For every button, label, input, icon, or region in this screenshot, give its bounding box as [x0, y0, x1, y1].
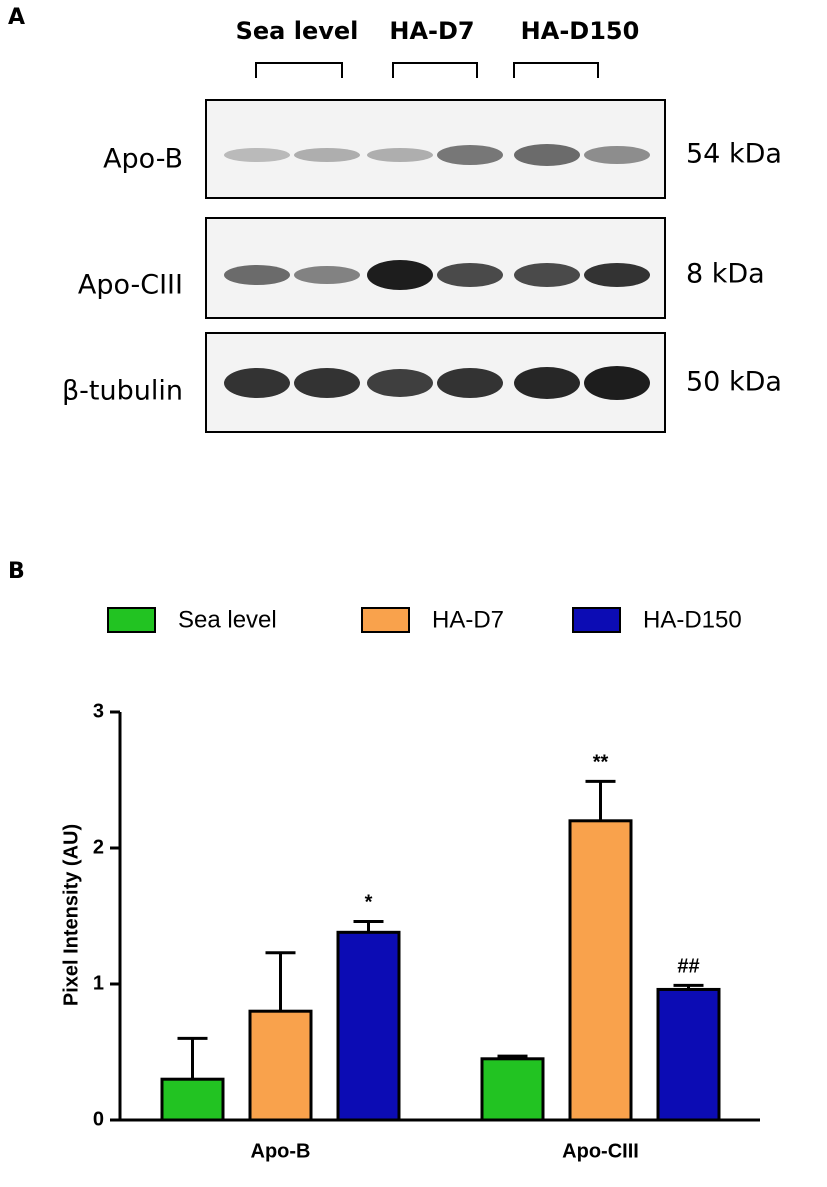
legend-label: HA-D7	[432, 606, 504, 633]
blot-box	[205, 99, 666, 199]
legend-label: HA-D150	[643, 606, 742, 633]
blot-box	[205, 217, 666, 319]
band	[224, 265, 290, 285]
y-tick-label: 3	[93, 700, 104, 722]
group-label: HA-D7	[389, 17, 474, 45]
band	[437, 368, 503, 398]
bar	[568, 819, 633, 1122]
band	[584, 366, 650, 400]
blots	[205, 99, 666, 433]
panel-label: A	[8, 5, 25, 30]
significance-label: **	[593, 752, 609, 774]
bar	[480, 1057, 545, 1122]
band	[294, 266, 360, 284]
legend-swatch	[572, 607, 621, 633]
bar	[248, 1009, 313, 1122]
band	[224, 148, 290, 162]
y-tick-label: 1	[93, 972, 104, 994]
panel-label: B	[8, 559, 25, 584]
protein-label: β-tubulin	[62, 376, 183, 407]
size-label: 54 kDa	[686, 139, 782, 170]
significance-label: ##	[677, 956, 699, 978]
band	[367, 369, 433, 397]
protein-label: Apo-B	[103, 144, 183, 175]
band	[437, 145, 503, 165]
x-tick-label: Apo-CIII	[562, 1140, 639, 1162]
band	[294, 368, 360, 398]
y-axis-label: Pixel Intensity (AU)	[60, 824, 82, 1006]
size-label: 50 kDa	[686, 367, 782, 398]
bar	[656, 987, 721, 1122]
bar	[336, 930, 401, 1122]
band	[584, 263, 650, 287]
x-tick-label: Apo-B	[251, 1140, 311, 1162]
legend-swatch	[107, 607, 156, 633]
size-label: 8 kDa	[686, 259, 765, 290]
band	[224, 368, 290, 398]
band	[294, 148, 360, 162]
legend-swatch	[361, 607, 410, 633]
y-tick-label: 0	[93, 1108, 104, 1130]
legend-label: Sea level	[178, 606, 277, 633]
band	[584, 146, 650, 164]
significance-label: *	[365, 892, 373, 914]
brackets	[255, 62, 599, 78]
band	[514, 144, 580, 166]
band	[437, 263, 503, 287]
band	[367, 148, 433, 162]
group-label: HA-D150	[521, 17, 640, 45]
y-tick-label: 2	[93, 836, 104, 858]
band	[367, 260, 433, 290]
bar	[160, 1077, 225, 1122]
group-label: Sea level	[236, 17, 359, 45]
band	[514, 367, 580, 399]
protein-label: Apo-CIII	[78, 270, 183, 301]
band	[514, 263, 580, 287]
